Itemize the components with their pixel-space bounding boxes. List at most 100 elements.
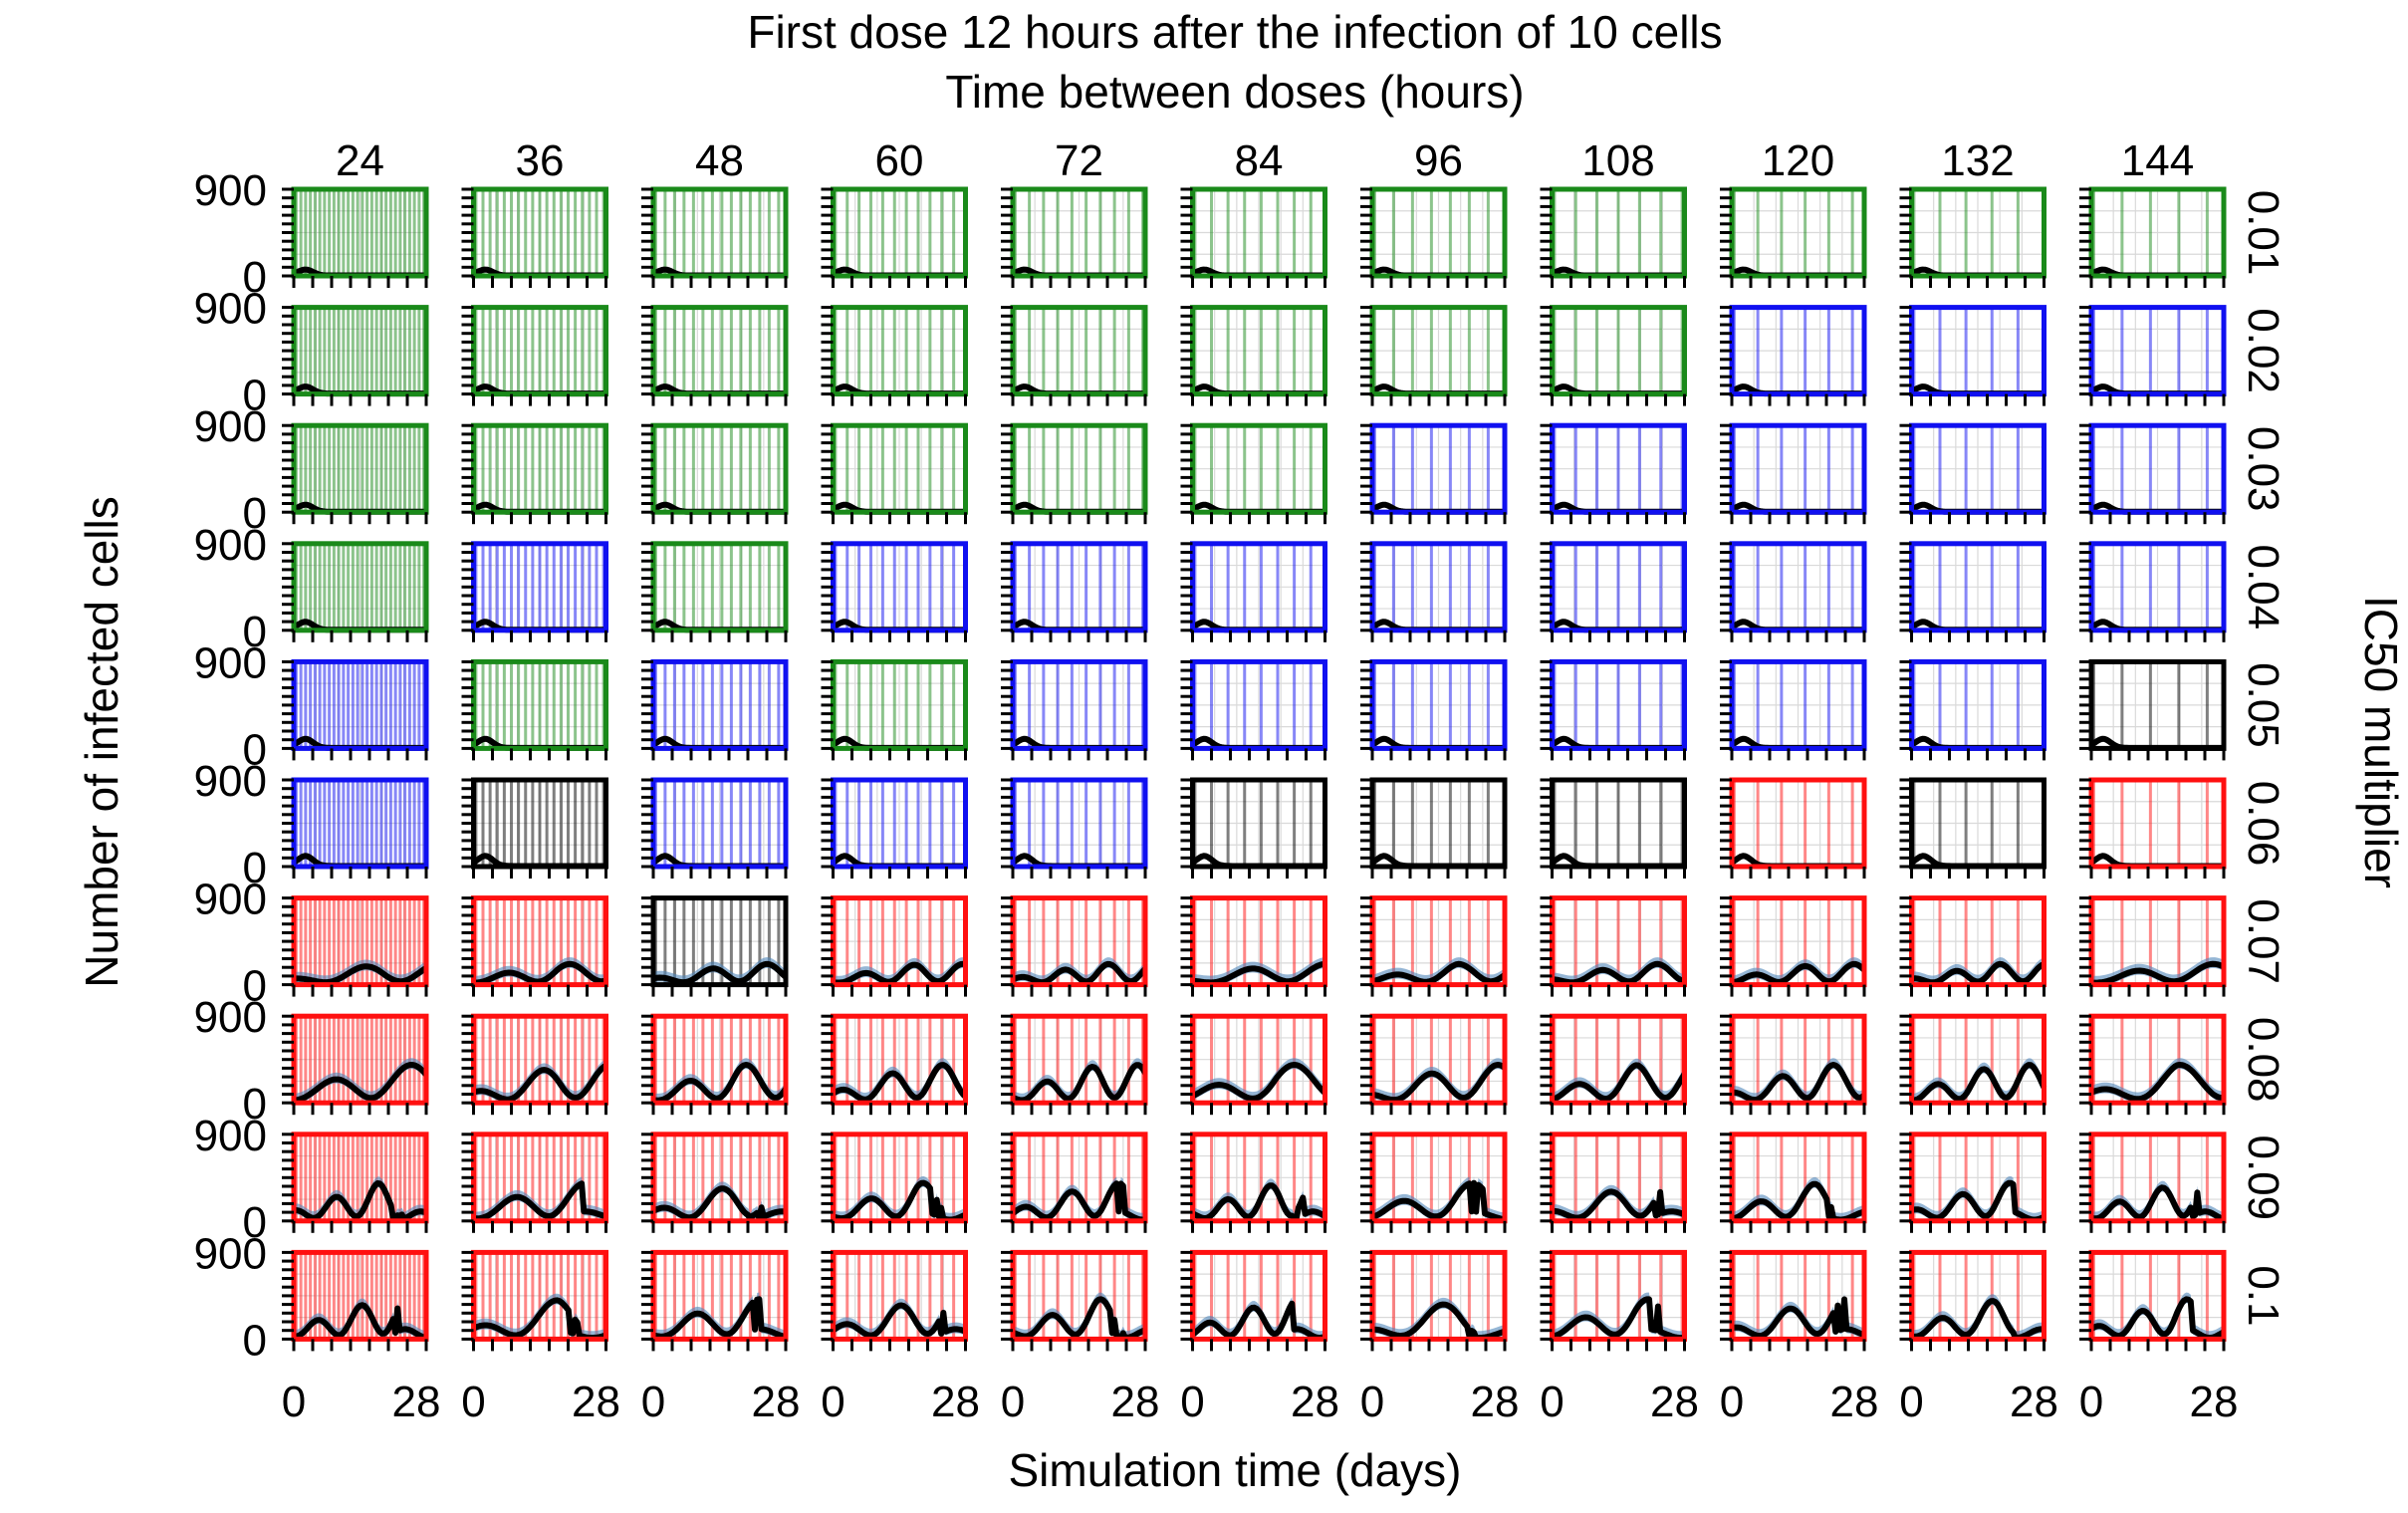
panel-r7-c9 [1899, 1013, 2047, 1116]
y-tick-label-bottom: 0 [243, 962, 267, 1011]
panel-r1-c5 [1180, 305, 1327, 406]
panel-r3-c7 [1540, 541, 1687, 642]
series-mean-line [831, 1302, 967, 1339]
chart-title-line2: Time between doses (hours) [945, 66, 1524, 118]
panel-r6-c1 [461, 895, 608, 997]
panel-r8-c5 [1180, 1132, 1327, 1233]
series-mean-line [472, 1180, 607, 1222]
series-mean-line [1910, 1179, 2046, 1223]
series-mean-line [1551, 1062, 1688, 1103]
series-mean-line [472, 1063, 608, 1103]
panel-r5-c1 [461, 777, 608, 879]
panel-r4-c4 [1001, 658, 1148, 761]
panel-r8-c8 [1720, 1132, 1867, 1233]
y-tick-label-top: 900 [194, 638, 267, 687]
panel-r6-c9 [1899, 895, 2047, 997]
panel-r9-c1 [461, 1249, 608, 1352]
series-mean-line [2090, 1184, 2225, 1222]
series-mean-line [1551, 1296, 1686, 1342]
x-tick-label-end: 28 [931, 1378, 980, 1426]
panel-r0-c6 [1360, 186, 1508, 288]
x-tick-label-start: 0 [1180, 1378, 1204, 1426]
panel-r5-c7 [1540, 777, 1687, 879]
panel-r0-c10 [2079, 186, 2227, 288]
panel-r6-c8 [1720, 895, 1867, 997]
series-mean-line [1371, 960, 1507, 985]
panel-r4-c2 [641, 658, 789, 761]
column-label-36: 36 [516, 136, 565, 185]
column-label-108: 108 [1581, 136, 1654, 185]
panel-r5-c9 [1899, 777, 2047, 879]
panel-r1-c1 [461, 305, 608, 406]
x-tick-label-start: 0 [1001, 1378, 1025, 1426]
panel-r7-c5 [1180, 1013, 1327, 1116]
panel-r1-c6 [1360, 305, 1508, 406]
panel-r7-c0 [282, 1013, 429, 1116]
panel-r0-c1 [461, 186, 608, 288]
series-mean-line [1190, 1300, 1326, 1341]
panel-r2-c10 [2079, 422, 2227, 525]
panel-r3-c4 [1001, 541, 1148, 642]
panel-r7-c7 [1540, 1013, 1688, 1116]
panel-r4-c6 [1360, 658, 1508, 761]
series-band [473, 1058, 606, 1104]
y-tick-label-bottom: 0 [243, 1198, 267, 1247]
panel-r1-c4 [1001, 305, 1148, 406]
x-tick-label-end: 28 [2190, 1378, 2239, 1426]
y-tick-label-top: 900 [194, 993, 267, 1042]
panel-r9-c7 [1540, 1249, 1687, 1352]
panel-r6-c0 [282, 895, 429, 997]
x-axis-label: Simulation time (days) [1008, 1444, 1461, 1496]
x-tick-label-start: 0 [461, 1378, 485, 1426]
y-axis-label: Number of infected cells [76, 496, 127, 987]
panel-r8-c7 [1540, 1132, 1687, 1233]
y-tick-label-top: 900 [194, 285, 267, 334]
panel-r2-c7 [1540, 422, 1687, 525]
panel-r6-c4 [1001, 895, 1148, 997]
panel-r5-c6 [1360, 777, 1508, 879]
panel-r7-c4 [1001, 1013, 1148, 1116]
series-mean-line [472, 960, 607, 986]
y-tick-label-bottom: 0 [243, 489, 267, 538]
panel-r1-c2 [641, 305, 789, 406]
panel-r8-c3 [821, 1132, 968, 1233]
panel-r4-c9 [1899, 658, 2047, 761]
panel-r2-c5 [1180, 422, 1327, 525]
panel-r8-c6 [1360, 1132, 1508, 1233]
panel-r9-c3 [821, 1249, 968, 1352]
panel-r0-c9 [1899, 186, 2047, 288]
panel-r2-c8 [1720, 422, 1867, 525]
chart-title-line1: First dose 12 hours after the infection … [747, 6, 1722, 58]
panel-r6-c10 [2079, 895, 2227, 997]
panel-r8-c10 [2079, 1132, 2227, 1233]
column-label-24: 24 [336, 136, 384, 185]
panel-r8-c2 [641, 1132, 789, 1233]
y-tick-label-top: 900 [194, 521, 267, 570]
column-label-120: 120 [1762, 136, 1834, 185]
panel-r9-c6 [1360, 1249, 1508, 1352]
y-tick-label-top: 900 [194, 402, 267, 451]
column-label-132: 132 [1941, 136, 2014, 185]
panel-r7-c6 [1360, 1013, 1508, 1116]
series-mean-line [1731, 1062, 1866, 1104]
x-tick-label-end: 28 [752, 1378, 801, 1426]
row-label-0.01: 0.01 [2239, 190, 2288, 276]
panel-r6-c6 [1360, 895, 1508, 997]
x-tick-label-start: 0 [1540, 1378, 1564, 1426]
panel-r6-c3 [821, 895, 968, 997]
y-tick-label-bottom: 0 [243, 844, 267, 892]
panel-r1-c10 [2079, 305, 2227, 406]
y-tick-label-top: 900 [194, 1112, 267, 1160]
panel-r9-c0 [282, 1249, 429, 1352]
panel-r5-c10 [2079, 777, 2227, 879]
y-tick-label-bottom: 0 [243, 608, 267, 656]
y-tick-label-bottom: 0 [243, 1316, 267, 1365]
series-band [653, 1181, 786, 1221]
panel-r7-c10 [2079, 1013, 2227, 1116]
panel-r1-c9 [1899, 305, 2047, 406]
panel-r1-c0 [282, 305, 429, 406]
series-mean-line [652, 1062, 789, 1104]
y-tick-label-bottom: 0 [243, 253, 267, 302]
panel-r5-c3 [821, 777, 968, 879]
